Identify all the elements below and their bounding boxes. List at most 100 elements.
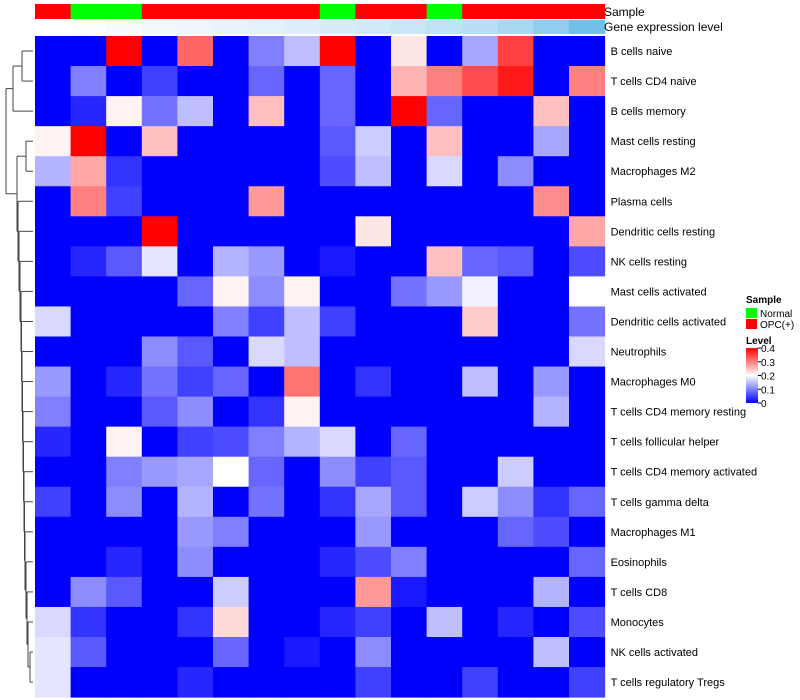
heatmap-cell bbox=[70, 216, 107, 247]
heatmap-cell bbox=[141, 637, 178, 668]
heatmap-cell bbox=[355, 216, 392, 247]
expression-annotation-cell bbox=[35, 20, 72, 34]
heatmap-cell bbox=[355, 606, 392, 638]
heatmap-cell bbox=[141, 486, 178, 518]
heatmap-cell bbox=[462, 306, 499, 337]
heatmap-cell bbox=[533, 276, 570, 307]
row-label: Macrophages M0 bbox=[611, 377, 696, 389]
heatmap-cell bbox=[106, 156, 143, 187]
heatmap-cell bbox=[462, 366, 499, 398]
heatmap-cell bbox=[319, 126, 356, 157]
heatmap-cell bbox=[248, 156, 285, 187]
row-label: B cells naive bbox=[611, 46, 673, 58]
heatmap-cell bbox=[391, 546, 428, 578]
heatmap-cell bbox=[177, 216, 214, 247]
heatmap-cell bbox=[355, 336, 392, 368]
heatmap-cell bbox=[35, 66, 72, 97]
heatmap-cell bbox=[319, 156, 356, 187]
heatmap-cell bbox=[462, 576, 499, 608]
heatmap-cell bbox=[284, 426, 321, 458]
heatmap-cell bbox=[213, 516, 250, 548]
heatmap-cell bbox=[70, 396, 107, 428]
heatmap-cell bbox=[533, 426, 570, 458]
heatmap-cell bbox=[355, 66, 392, 97]
row-label: Plasma cells bbox=[611, 196, 673, 208]
heatmap-cell bbox=[462, 516, 499, 548]
heatmap-cell bbox=[106, 546, 143, 578]
heatmap-cell bbox=[569, 36, 606, 67]
heatmap-cell bbox=[569, 576, 606, 608]
sample-annotation-cell bbox=[426, 4, 463, 19]
heatmap-cell bbox=[569, 667, 606, 698]
heatmap-cell bbox=[391, 156, 428, 187]
legend-sample-title: Sample bbox=[746, 295, 782, 306]
heatmap-cell bbox=[35, 276, 72, 307]
heatmap-cell bbox=[426, 546, 463, 578]
heatmap-cell bbox=[70, 606, 107, 638]
heatmap-cell bbox=[391, 96, 428, 127]
heatmap-cell bbox=[70, 96, 107, 127]
row-label: T cells regulatory Tregs bbox=[611, 677, 726, 689]
heatmap-cell bbox=[70, 456, 107, 488]
heatmap-cell bbox=[391, 186, 428, 217]
heatmap-cell bbox=[319, 366, 356, 398]
heatmap-cell bbox=[213, 637, 250, 668]
heatmap-cell bbox=[533, 366, 570, 398]
heatmap-cell bbox=[355, 126, 392, 157]
heatmap-cell bbox=[497, 396, 534, 428]
heatmap-cell bbox=[426, 516, 463, 548]
heatmap-cell bbox=[248, 36, 285, 67]
heatmap-cell bbox=[106, 246, 143, 277]
heatmap-cell bbox=[35, 336, 72, 368]
heatmap-cell bbox=[462, 186, 499, 217]
heatmap-cell bbox=[426, 667, 463, 698]
heatmap-cell bbox=[426, 306, 463, 337]
heatmap-cell bbox=[426, 366, 463, 398]
heatmap-cell bbox=[70, 576, 107, 608]
heatmap-cell bbox=[106, 516, 143, 548]
sample-track-label: Sample bbox=[604, 5, 645, 19]
row-label: Monocytes bbox=[611, 617, 665, 629]
heatmap-cell bbox=[141, 246, 178, 277]
heatmap-cell bbox=[497, 36, 534, 67]
heatmap-cell bbox=[70, 276, 107, 307]
heatmap-cell bbox=[35, 96, 72, 127]
heatmap-cell bbox=[70, 126, 107, 157]
heatmap-cell bbox=[391, 516, 428, 548]
heatmap-cell bbox=[248, 486, 285, 518]
heatmap-cell bbox=[462, 336, 499, 368]
heatmap-cell bbox=[569, 186, 606, 217]
heatmap-cell bbox=[533, 126, 570, 157]
heatmap-cell bbox=[497, 606, 534, 638]
expression-annotation-cell bbox=[355, 20, 392, 34]
heatmap-cell bbox=[462, 276, 499, 307]
heatmap-cell bbox=[248, 336, 285, 368]
heatmap-cell bbox=[284, 667, 321, 698]
heatmap-cell bbox=[284, 606, 321, 638]
heatmap-cell bbox=[355, 186, 392, 217]
heatmap-cell bbox=[35, 366, 72, 398]
heatmap-cell bbox=[355, 246, 392, 277]
heatmap-cell bbox=[497, 216, 534, 247]
heatmap-cell bbox=[35, 426, 72, 458]
heatmap-cell bbox=[533, 186, 570, 217]
heatmap-cell bbox=[533, 66, 570, 97]
heatmap-cell bbox=[213, 336, 250, 368]
heatmap-cell bbox=[284, 637, 321, 668]
sample-annotation-cell bbox=[213, 4, 250, 19]
expression-annotation-cell bbox=[141, 20, 178, 34]
heatmap-cell bbox=[426, 336, 463, 368]
heatmap-cell bbox=[569, 606, 606, 638]
heatmap-cell bbox=[177, 66, 214, 97]
heatmap-cell bbox=[213, 36, 250, 67]
heatmap-cell bbox=[106, 126, 143, 157]
heatmap-cell bbox=[319, 516, 356, 548]
heatmap-cell bbox=[248, 426, 285, 458]
heatmap-cell bbox=[284, 576, 321, 608]
heatmap-cell bbox=[213, 186, 250, 217]
heatmap-cell bbox=[70, 306, 107, 337]
legend-label: Normal bbox=[760, 309, 792, 320]
heatmap-cell bbox=[213, 396, 250, 428]
heatmap-cell bbox=[213, 606, 250, 638]
